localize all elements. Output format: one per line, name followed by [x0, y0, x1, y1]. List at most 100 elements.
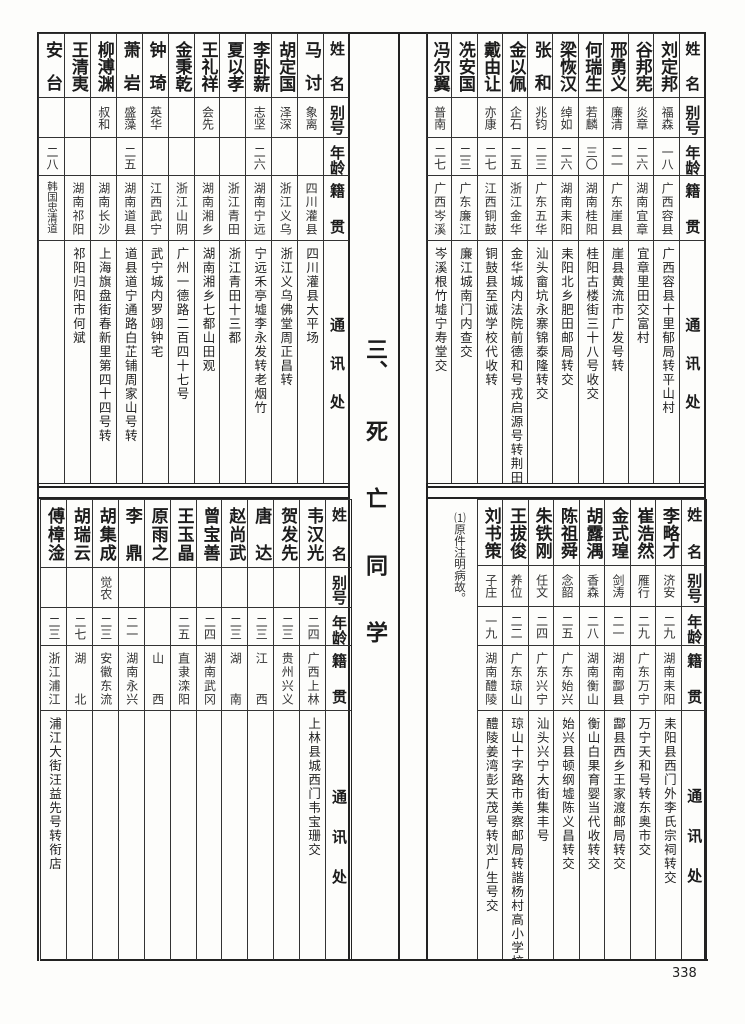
- origin-text: 湖南耒阳: [661, 652, 676, 705]
- address-cell: [65, 710, 93, 961]
- age-cell: 二三: [40, 607, 67, 646]
- age-text: 二五: [122, 146, 137, 170]
- alias-text: 济安: [661, 574, 676, 598]
- name-text: 戴由让: [480, 41, 501, 92]
- origin-cell: 广东五华: [527, 175, 554, 241]
- header-name: 姓名: [678, 33, 705, 98]
- alias-text: 象离: [304, 106, 319, 130]
- alias-cell: [40, 567, 67, 608]
- address-cell: 铜鼓县至诚学校代收转: [476, 240, 503, 484]
- address-cell: 浙江义乌佛堂周正昌转: [271, 240, 299, 484]
- age-cell: [219, 137, 247, 176]
- name-text: 金秉乾: [171, 41, 192, 92]
- alias-cell: 济安: [655, 565, 682, 607]
- alias-cell: 觉农: [91, 567, 119, 608]
- header-alias-label: 别号: [683, 105, 702, 135]
- origin-cell: 湖南道县: [115, 175, 143, 241]
- address-text: 浦江大街汪益先号转衔店: [46, 717, 62, 871]
- alias-cell: 企石: [501, 97, 529, 138]
- rule-line: [426, 486, 706, 488]
- origin-text: 广东五华: [533, 182, 548, 235]
- name-cell: 梁恢汉: [552, 33, 579, 98]
- address-cell: [91, 710, 119, 961]
- address-cell: 上海旗盘街春新里第四十四号转: [89, 240, 117, 484]
- name-cell: 曾宝善: [195, 499, 223, 568]
- header-address: 通讯处: [323, 240, 350, 484]
- alias-cell: 雁行: [629, 565, 657, 607]
- origin-cell: 湖南宁远: [245, 175, 273, 241]
- header-name-label: 姓名: [683, 41, 702, 91]
- origin-cell: 浙江青田: [219, 175, 247, 241]
- name-text: 王拔俊: [506, 507, 527, 559]
- origin-text: 广西容县: [660, 182, 675, 235]
- origin-cell: 韩国忠清道: [38, 175, 65, 241]
- address-cell: 耒阳北乡肥田邮局转交: [552, 240, 579, 484]
- alias-text: 养位: [509, 574, 524, 598]
- address-cell: 广西容县十里郁局转平山村: [653, 240, 680, 484]
- name-text: 李卧薪: [249, 41, 270, 92]
- name-text: 安台: [41, 41, 62, 91]
- name-cell: 张和: [527, 33, 554, 98]
- age-text: 二五: [176, 616, 191, 640]
- origin-cell: 湖南永兴: [117, 645, 145, 711]
- address-text: 浙江青田十三都: [226, 247, 242, 345]
- age-cell: 二三: [221, 607, 249, 646]
- rule-line: [398, 32, 400, 961]
- age-text: 二四: [306, 616, 321, 640]
- origin-text: 湖南宜章: [634, 182, 649, 235]
- alias-text: 觉农: [98, 576, 113, 600]
- alias-cell: 子庄: [477, 565, 504, 607]
- address-cell: 道县道宁通路白芷铺周家山号转: [115, 240, 143, 484]
- header-alias-label: 别号: [328, 105, 347, 135]
- origin-text: 湖南衡山: [585, 652, 600, 705]
- rule-line: [37, 32, 39, 961]
- age-cell: 二七: [65, 607, 93, 646]
- age-text: 二九: [636, 615, 651, 639]
- alias-cell: 叔和: [89, 97, 117, 138]
- address-text: 耒阳县西门外李氏宗祠转交: [661, 717, 677, 885]
- alias-cell: 剑涛: [604, 565, 631, 607]
- name-cell: 王礼祥: [193, 33, 221, 98]
- age-cell: 二四: [299, 607, 327, 646]
- address-cell: [221, 710, 249, 961]
- alias-cell: 象离: [297, 97, 325, 138]
- name-text: 赵尚武: [225, 507, 246, 561]
- alias-cell: [273, 567, 301, 608]
- origin-cell: 四川灌县: [297, 175, 325, 241]
- address-cell: 琼山十字路市美察邮局转諧杨村高小学校交: [502, 710, 529, 960]
- address-cell: 宜章里田交富村: [628, 240, 655, 484]
- name-cell: 何瑞生: [577, 33, 604, 98]
- origin-cell: 湖南酃县: [604, 645, 631, 711]
- alias-cell: 廉清: [602, 97, 630, 138]
- address-text: 道县道宁通路白芷铺周家山号转: [122, 247, 138, 443]
- age-cell: 二五: [553, 606, 580, 646]
- age-text: 二五: [560, 615, 575, 639]
- address-cell: 浙江青田十三都: [219, 240, 247, 484]
- address-text: 衡山白果育婴当代收转交: [585, 717, 601, 871]
- alias-cell: 兆钧: [527, 97, 554, 138]
- alias-cell: [221, 567, 249, 608]
- age-cell: 二三: [91, 607, 119, 646]
- age-text: 二八: [585, 615, 600, 639]
- name-text: 胡露湡: [582, 507, 603, 559]
- address-text: 醴陵姜湾彭天茂号转刘广生号交: [483, 717, 499, 913]
- origin-cell: 直隶滦阳: [169, 645, 197, 711]
- origin-text: 湖南道县: [122, 182, 137, 235]
- age-cell: [141, 137, 169, 176]
- header-alias: 别号: [323, 97, 350, 138]
- name-cell: 韦汉光: [299, 499, 327, 568]
- alias-text: 盛藻: [122, 106, 137, 130]
- age-cell: 二四: [195, 607, 223, 646]
- rule-line: [426, 497, 706, 499]
- age-text: 二三: [533, 146, 548, 170]
- header-origin: 籍贯: [323, 175, 350, 241]
- alias-text: 兆钧: [533, 106, 548, 130]
- header-age-label: 年龄: [328, 145, 347, 175]
- origin-text: 湖南宁远: [252, 182, 267, 235]
- address-cell: [195, 710, 223, 961]
- name-cell: 胡瑞云: [65, 499, 93, 568]
- address-text: 桂阳古楼街三十八号收交: [584, 247, 600, 401]
- address-cell: 武宁城内罗翊钟宅: [141, 240, 169, 484]
- alias-cell: [65, 567, 93, 608]
- alias-text: 亦康: [483, 106, 498, 130]
